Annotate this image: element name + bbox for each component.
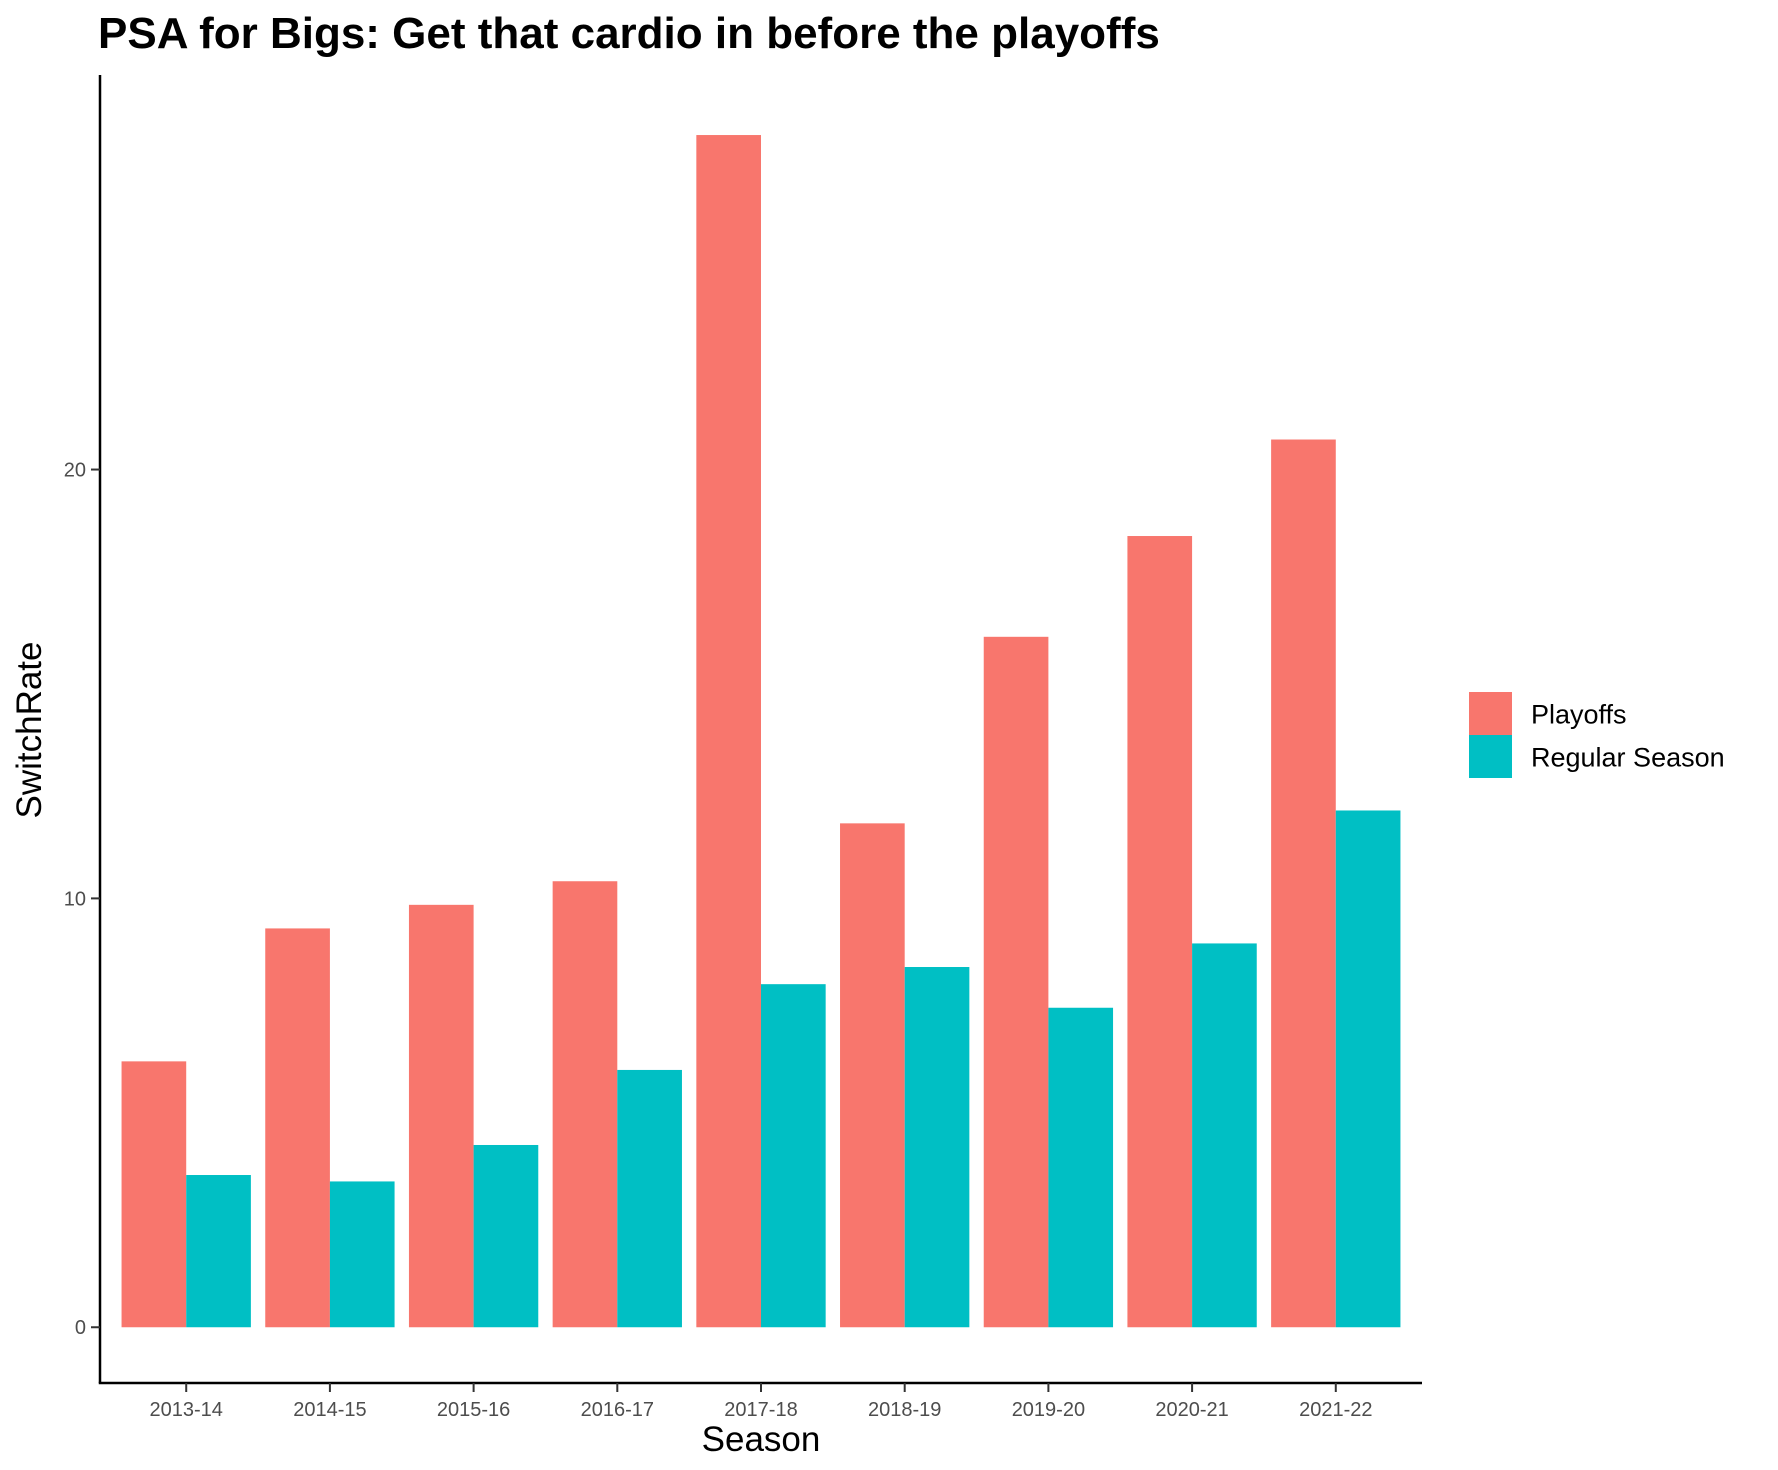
bar-regular-season-2015-16 bbox=[473, 1144, 539, 1328]
legend-key-playoffs bbox=[1469, 692, 1512, 735]
bar-playoffs-2015-16 bbox=[408, 904, 474, 1328]
legend-label: Regular Season bbox=[1531, 743, 1725, 773]
bar-regular-season-2019-20 bbox=[1048, 1007, 1114, 1328]
x-tick-label: 2019-20 bbox=[1012, 1399, 1085, 1421]
x-tick-label: 2021-22 bbox=[1299, 1399, 1372, 1421]
legend-label: Playoffs bbox=[1531, 700, 1627, 730]
x-tick-label: 2016-17 bbox=[581, 1399, 654, 1421]
bar-playoffs-2013-14 bbox=[121, 1061, 187, 1328]
bar-playoffs-2020-21 bbox=[1127, 536, 1193, 1328]
x-tick-label: 2017-18 bbox=[724, 1399, 797, 1421]
x-tick-label: 2020-21 bbox=[1155, 1399, 1228, 1421]
bar-playoffs-2018-19 bbox=[840, 823, 905, 1328]
y-axis-title: SwitchRate bbox=[10, 641, 49, 818]
legend: Playoffs Regular Season bbox=[1469, 692, 1725, 778]
bar-regular-season-2013-14 bbox=[186, 1175, 251, 1328]
y-tick-label: 10 bbox=[64, 888, 86, 910]
x-tick-label: 2015-16 bbox=[437, 1399, 510, 1421]
y-tick-label: 0 bbox=[75, 1317, 86, 1339]
bars-group bbox=[121, 135, 1401, 1328]
bar-regular-season-2014-15 bbox=[329, 1181, 395, 1328]
x-tick-label: 2018-19 bbox=[868, 1399, 941, 1421]
bar-regular-season-2016-17 bbox=[617, 1069, 682, 1328]
bar-regular-season-2018-19 bbox=[904, 967, 970, 1328]
bar-playoffs-2016-17 bbox=[552, 881, 618, 1328]
y-tick-label: 20 bbox=[64, 460, 86, 482]
x-ticks-group: 2013-14 2014-15 2015-16 2016-17 2017-18 2018-… bbox=[150, 1383, 1372, 1421]
bar-regular-season-2020-21 bbox=[1192, 943, 1257, 1328]
chart-title: PSA for Bigs: Get that cardio in before … bbox=[98, 9, 1160, 58]
bar-regular-season-2017-18 bbox=[761, 984, 826, 1328]
x-tick-label: 2014-15 bbox=[293, 1399, 366, 1421]
x-tick-label: 2013-14 bbox=[150, 1399, 223, 1421]
bar-playoffs-2017-18 bbox=[696, 135, 761, 1328]
bar-regular-season-2021-22 bbox=[1335, 810, 1401, 1328]
x-axis-title: Season bbox=[702, 1420, 821, 1459]
legend-key-regular-season bbox=[1469, 735, 1512, 778]
bar-playoffs-2014-15 bbox=[265, 928, 330, 1328]
bar-playoffs-2019-20 bbox=[983, 636, 1049, 1328]
y-ticks-group: 0 10 20 bbox=[64, 460, 100, 1339]
bar-playoffs-2021-22 bbox=[1271, 439, 1336, 1328]
